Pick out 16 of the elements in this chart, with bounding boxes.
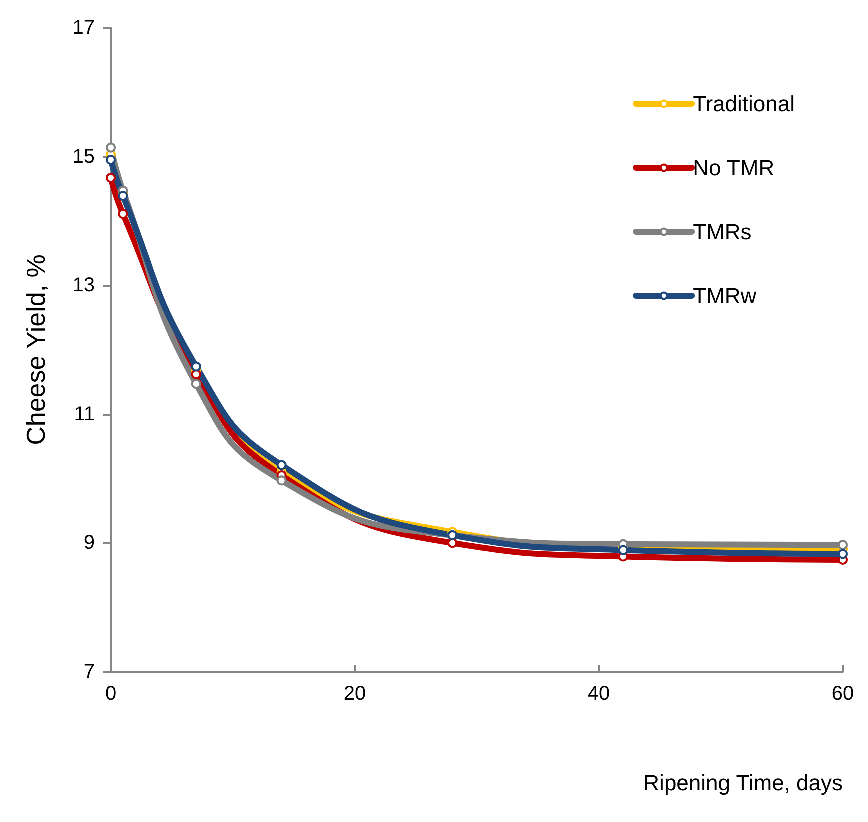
- y-tick-label: 9: [84, 532, 95, 554]
- y-tick-label: 7: [84, 661, 95, 683]
- y-tick-label: 13: [72, 274, 95, 297]
- y-axis-title: Cheese Yield, %: [21, 254, 51, 446]
- x-tick-label: 0: [105, 683, 117, 705]
- x-tick-label: 40: [588, 683, 610, 705]
- y-tick-label: 15: [72, 146, 95, 168]
- y-tick-label: 17: [72, 17, 95, 39]
- legend-label: Traditional: [693, 92, 796, 116]
- legend-label: TMRs: [693, 220, 752, 244]
- x-axis-title: Ripening Time, days: [644, 770, 843, 796]
- x-tick-label: 60: [832, 683, 854, 705]
- legend-label: TMRw: [693, 284, 757, 308]
- legend-label: No TMR: [693, 156, 775, 180]
- y-tick-label: 11: [74, 403, 95, 426]
- x-tick-label: 20: [344, 683, 366, 705]
